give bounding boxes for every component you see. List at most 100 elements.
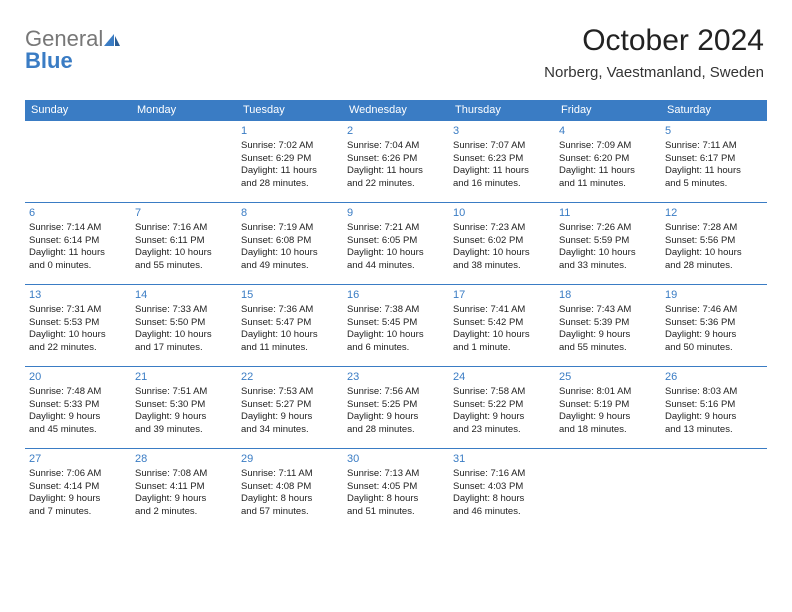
calendar-week-row: 13Sunrise: 7:31 AMSunset: 5:53 PMDayligh… [25, 285, 767, 367]
daylight-text: and 44 minutes. [347, 260, 445, 273]
daylight-text: Daylight: 10 hours [665, 247, 763, 260]
sunrise-text: Sunrise: 7:36 AM [241, 304, 339, 317]
sunset-text: Sunset: 5:39 PM [559, 317, 657, 330]
daylight-text: and 13 minutes. [665, 424, 763, 437]
day-number: 18 [559, 288, 657, 303]
daylight-text: and 28 minutes. [347, 424, 445, 437]
sunrise-text: Sunrise: 7:21 AM [347, 222, 445, 235]
sunrise-text: Sunrise: 7:04 AM [347, 140, 445, 153]
daylight-text: and 16 minutes. [453, 178, 551, 191]
day-number: 22 [241, 370, 339, 385]
day-number: 7 [135, 206, 233, 221]
sunset-text: Sunset: 4:11 PM [135, 481, 233, 494]
day-number: 15 [241, 288, 339, 303]
day-number: 6 [29, 206, 127, 221]
sunset-text: Sunset: 6:14 PM [29, 235, 127, 248]
daylight-text: Daylight: 8 hours [347, 493, 445, 506]
daylight-text: and 0 minutes. [29, 260, 127, 273]
calendar-day-cell: 12Sunrise: 7:28 AMSunset: 5:56 PMDayligh… [661, 203, 767, 285]
day-number: 9 [347, 206, 445, 221]
brand-part2: Blue [25, 48, 73, 73]
daylight-text: Daylight: 9 hours [559, 411, 657, 424]
sunset-text: Sunset: 6:17 PM [665, 153, 763, 166]
sunrise-text: Sunrise: 7:16 AM [453, 468, 551, 481]
daylight-text: Daylight: 11 hours [241, 165, 339, 178]
daylight-text: Daylight: 10 hours [453, 247, 551, 260]
calendar-day-cell: 11Sunrise: 7:26 AMSunset: 5:59 PMDayligh… [555, 203, 661, 285]
sunrise-text: Sunrise: 7:58 AM [453, 386, 551, 399]
calendar-day-cell: 22Sunrise: 7:53 AMSunset: 5:27 PMDayligh… [237, 367, 343, 449]
sunrise-text: Sunrise: 7:33 AM [135, 304, 233, 317]
daylight-text: Daylight: 10 hours [453, 329, 551, 342]
sunrise-text: Sunrise: 7:28 AM [665, 222, 763, 235]
sunset-text: Sunset: 6:23 PM [453, 153, 551, 166]
day-number: 3 [453, 124, 551, 139]
sunrise-text: Sunrise: 7:46 AM [665, 304, 763, 317]
day-number: 8 [241, 206, 339, 221]
sunset-text: Sunset: 4:03 PM [453, 481, 551, 494]
daylight-text: and 55 minutes. [135, 260, 233, 273]
daylight-text: Daylight: 9 hours [135, 411, 233, 424]
day-number: 30 [347, 452, 445, 467]
sunset-text: Sunset: 5:27 PM [241, 399, 339, 412]
daylight-text: and 5 minutes. [665, 178, 763, 191]
day-header: Tuesday [237, 100, 343, 121]
daylight-text: Daylight: 9 hours [665, 329, 763, 342]
day-number: 1 [241, 124, 339, 139]
sunrise-text: Sunrise: 7:06 AM [29, 468, 127, 481]
day-number: 16 [347, 288, 445, 303]
day-number: 20 [29, 370, 127, 385]
daylight-text: and 2 minutes. [135, 506, 233, 519]
day-header: Saturday [661, 100, 767, 121]
location-label: Norberg, Vaestmanland, Sweden [544, 64, 764, 81]
day-number: 4 [559, 124, 657, 139]
daylight-text: Daylight: 9 hours [29, 411, 127, 424]
daylight-text: Daylight: 10 hours [347, 247, 445, 260]
calendar-day-cell: 3Sunrise: 7:07 AMSunset: 6:23 PMDaylight… [449, 121, 555, 203]
calendar-header-row: Sunday Monday Tuesday Wednesday Thursday… [25, 100, 767, 121]
sunset-text: Sunset: 5:25 PM [347, 399, 445, 412]
calendar-week-row: 27Sunrise: 7:06 AMSunset: 4:14 PMDayligh… [25, 449, 767, 531]
calendar-day-cell: 15Sunrise: 7:36 AMSunset: 5:47 PMDayligh… [237, 285, 343, 367]
daylight-text: Daylight: 10 hours [29, 329, 127, 342]
daylight-text: Daylight: 8 hours [453, 493, 551, 506]
day-number: 10 [453, 206, 551, 221]
sunrise-text: Sunrise: 7:48 AM [29, 386, 127, 399]
daylight-text: and 39 minutes. [135, 424, 233, 437]
sunrise-text: Sunrise: 7:02 AM [241, 140, 339, 153]
calendar-week-row: 6Sunrise: 7:14 AMSunset: 6:14 PMDaylight… [25, 203, 767, 285]
sunrise-text: Sunrise: 7:13 AM [347, 468, 445, 481]
daylight-text: and 7 minutes. [29, 506, 127, 519]
sunset-text: Sunset: 4:14 PM [29, 481, 127, 494]
sunrise-text: Sunrise: 7:07 AM [453, 140, 551, 153]
sunset-text: Sunset: 6:26 PM [347, 153, 445, 166]
sunset-text: Sunset: 6:05 PM [347, 235, 445, 248]
calendar-day-cell: 17Sunrise: 7:41 AMSunset: 5:42 PMDayligh… [449, 285, 555, 367]
calendar-day-cell: 19Sunrise: 7:46 AMSunset: 5:36 PMDayligh… [661, 285, 767, 367]
calendar-day-cell [661, 449, 767, 531]
day-number: 29 [241, 452, 339, 467]
daylight-text: and 17 minutes. [135, 342, 233, 355]
day-number: 23 [347, 370, 445, 385]
daylight-text: and 55 minutes. [559, 342, 657, 355]
sunset-text: Sunset: 6:29 PM [241, 153, 339, 166]
daylight-text: and 45 minutes. [29, 424, 127, 437]
daylight-text: Daylight: 9 hours [347, 411, 445, 424]
sunset-text: Sunset: 5:33 PM [29, 399, 127, 412]
sunset-text: Sunset: 6:08 PM [241, 235, 339, 248]
daylight-text: Daylight: 9 hours [135, 493, 233, 506]
daylight-text: and 33 minutes. [559, 260, 657, 273]
day-number: 21 [135, 370, 233, 385]
sunset-text: Sunset: 5:19 PM [559, 399, 657, 412]
daylight-text: Daylight: 9 hours [559, 329, 657, 342]
sunrise-text: Sunrise: 7:23 AM [453, 222, 551, 235]
calendar-day-cell: 31Sunrise: 7:16 AMSunset: 4:03 PMDayligh… [449, 449, 555, 531]
day-header: Friday [555, 100, 661, 121]
calendar-day-cell: 25Sunrise: 8:01 AMSunset: 5:19 PMDayligh… [555, 367, 661, 449]
calendar-day-cell: 6Sunrise: 7:14 AMSunset: 6:14 PMDaylight… [25, 203, 131, 285]
sunset-text: Sunset: 5:53 PM [29, 317, 127, 330]
day-number: 2 [347, 124, 445, 139]
daylight-text: and 28 minutes. [665, 260, 763, 273]
daylight-text: Daylight: 10 hours [241, 329, 339, 342]
calendar-day-cell: 21Sunrise: 7:51 AMSunset: 5:30 PMDayligh… [131, 367, 237, 449]
